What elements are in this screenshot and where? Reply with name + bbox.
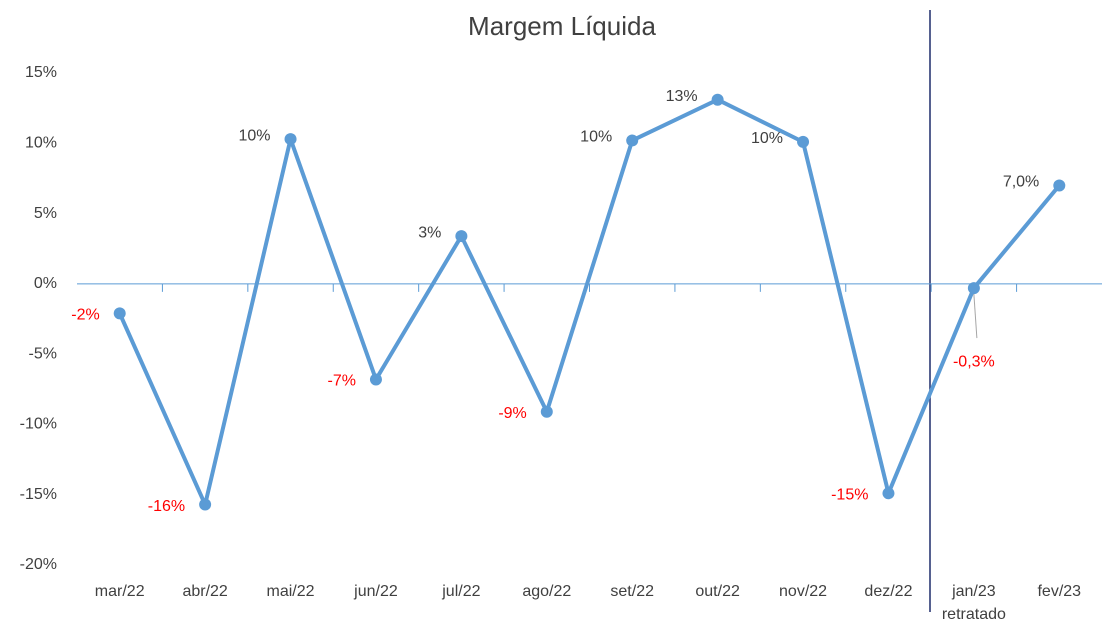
data-label: 10% bbox=[580, 129, 612, 146]
x-tick-label: jul/22 bbox=[441, 583, 480, 600]
x-tick-label: ago/22 bbox=[522, 583, 571, 600]
line bbox=[117, 97, 1061, 507]
data-label: 10% bbox=[751, 130, 783, 147]
data-label: -9% bbox=[498, 405, 526, 422]
y-tick-label: -20% bbox=[20, 556, 57, 573]
data-label: 7,0% bbox=[1003, 174, 1039, 191]
x-tick-label: mai/22 bbox=[267, 583, 315, 600]
point bbox=[369, 373, 382, 386]
x-tick-label: nov/22 bbox=[779, 583, 827, 600]
x-tick-label: abr/22 bbox=[182, 583, 227, 600]
point bbox=[455, 230, 468, 243]
x-tick-label: jun/22 bbox=[353, 583, 398, 600]
data-label: -7% bbox=[328, 373, 356, 390]
point bbox=[967, 282, 980, 295]
y-tick-label: 15% bbox=[25, 64, 57, 81]
data-label: 13% bbox=[666, 88, 698, 105]
x-tick-label: out/22 bbox=[695, 583, 740, 600]
y-tick-label: -15% bbox=[20, 486, 57, 503]
point bbox=[284, 133, 297, 146]
point bbox=[113, 307, 126, 320]
point bbox=[797, 135, 810, 148]
x-tick-label: dez/22 bbox=[864, 583, 912, 600]
y-tick-label: 10% bbox=[25, 135, 57, 152]
data-label: -0,3% bbox=[953, 353, 995, 370]
x-tick-label: set/22 bbox=[610, 583, 654, 600]
point bbox=[626, 134, 639, 147]
x-tick-label: fev/23 bbox=[1037, 583, 1081, 600]
y-tick-label: 5% bbox=[34, 205, 57, 222]
x-tick-label: jan/23 retratado bbox=[942, 583, 1006, 623]
point bbox=[1053, 179, 1066, 192]
data-label: -2% bbox=[71, 307, 99, 324]
x-tick-label: mar/22 bbox=[95, 583, 145, 600]
data-label: -15% bbox=[831, 487, 868, 504]
leader-line bbox=[973, 294, 978, 339]
data-label: 3% bbox=[418, 224, 441, 241]
point bbox=[711, 93, 724, 106]
data-label: 10% bbox=[239, 127, 271, 144]
y-tick-label: 0% bbox=[34, 275, 57, 292]
y-tick-label: -5% bbox=[29, 345, 57, 362]
data-label: -16% bbox=[148, 498, 185, 515]
point bbox=[882, 487, 895, 500]
chart-title: Margem Líquida bbox=[468, 11, 656, 41]
point bbox=[199, 498, 212, 511]
point bbox=[540, 405, 553, 418]
y-tick-label: -10% bbox=[20, 416, 57, 433]
